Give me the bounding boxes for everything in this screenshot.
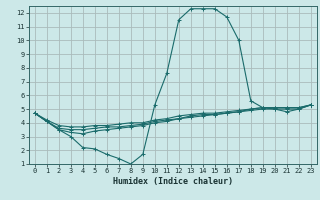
X-axis label: Humidex (Indice chaleur): Humidex (Indice chaleur) [113, 177, 233, 186]
